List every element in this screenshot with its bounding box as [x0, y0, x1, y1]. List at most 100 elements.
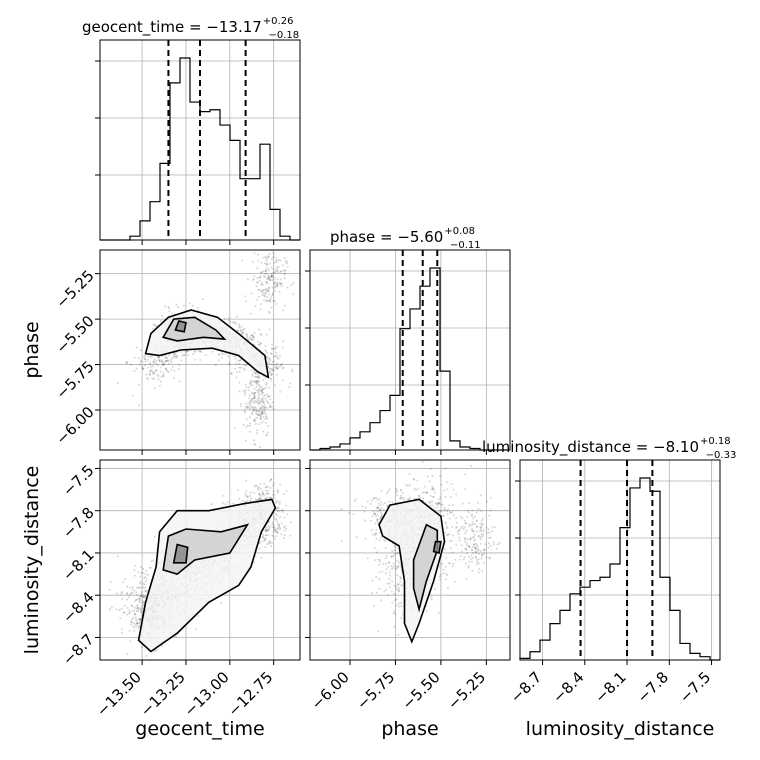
sample-point [108, 588, 111, 591]
sample-point [266, 255, 269, 258]
sample-point [261, 412, 264, 415]
sample-point [260, 389, 263, 392]
sample-point [444, 467, 447, 470]
sample-point [135, 609, 138, 612]
sample-point [222, 494, 225, 497]
sample-point [138, 624, 141, 627]
sample-point [273, 537, 276, 540]
sample-point [257, 411, 260, 414]
sample-point [233, 427, 236, 430]
sample-point [478, 568, 481, 571]
sample-point [268, 367, 271, 370]
sample-point [285, 490, 288, 493]
sample-point [133, 613, 136, 616]
sample-point [249, 312, 252, 315]
sample-point [151, 372, 154, 375]
sample-point [258, 446, 261, 449]
sample-point [292, 282, 295, 285]
sample-point [366, 557, 369, 560]
sample-point [452, 503, 455, 506]
sample-point [383, 590, 386, 593]
sample-point [269, 367, 272, 370]
sample-point [393, 549, 396, 552]
sample-point [373, 546, 376, 549]
sample-point [163, 363, 166, 366]
panel-border [99, 249, 301, 451]
sample-point [181, 354, 184, 357]
sample-point [393, 625, 396, 628]
sample-point [439, 496, 442, 499]
sample-point [256, 375, 259, 378]
sample-point [374, 532, 377, 535]
sample-point [138, 596, 141, 599]
sample-point [260, 390, 263, 393]
sample-point [259, 333, 262, 336]
sample-point [248, 382, 251, 385]
sample-point [139, 349, 142, 352]
sample-point [482, 562, 485, 565]
sample-point [268, 311, 271, 314]
sample-point [456, 521, 459, 524]
sample-point [274, 384, 277, 387]
sample-point [143, 583, 146, 586]
sample-point [406, 498, 409, 501]
sample-point [259, 271, 262, 274]
sample-point [145, 373, 148, 376]
sample-point [245, 405, 248, 408]
sample-point [271, 367, 274, 370]
sample-point [138, 622, 141, 625]
sample-point [257, 340, 260, 343]
sample-point [465, 529, 468, 532]
sample-point [236, 329, 239, 332]
sample-point [266, 529, 269, 532]
sample-point [281, 511, 284, 514]
sample-point [407, 497, 410, 500]
sample-point [275, 535, 278, 538]
sample-point [271, 534, 274, 537]
sample-point [283, 304, 286, 307]
sample-point [258, 386, 261, 389]
sample-point [423, 491, 426, 494]
sample-point [269, 262, 272, 265]
sample-point [144, 586, 147, 589]
sample-point [258, 413, 261, 416]
sample-point [390, 564, 393, 567]
sample-point [266, 281, 269, 284]
sample-point [397, 633, 400, 636]
sample-point [470, 548, 473, 551]
sample-point [398, 587, 401, 590]
sample-point [486, 500, 489, 503]
sample-point [261, 289, 264, 292]
sample-point [400, 616, 403, 619]
sample-point [141, 365, 144, 368]
sample-point [268, 293, 271, 296]
sample-point [400, 496, 403, 499]
sample-point [161, 315, 164, 318]
sample-point [272, 271, 275, 274]
sample-point [267, 299, 270, 302]
sample-point [267, 269, 270, 272]
sample-point [153, 536, 156, 539]
sample-point [141, 367, 144, 370]
sample-point [273, 528, 276, 531]
sample-point [142, 594, 145, 597]
sample-point [271, 294, 274, 297]
sample-point [447, 508, 450, 511]
sample-point [273, 261, 276, 264]
sample-point [301, 544, 303, 546]
sample-point [283, 256, 286, 259]
sample-point [137, 356, 140, 359]
sample-point [257, 498, 260, 501]
sample-point [267, 287, 270, 290]
sample-point [398, 583, 401, 586]
sample-point [258, 390, 261, 393]
sample-point [144, 595, 147, 598]
sample-point [457, 529, 460, 532]
sample-point [279, 278, 282, 281]
sample-point [141, 368, 144, 371]
sample-point [133, 574, 136, 577]
sample-point [259, 400, 262, 403]
sample-point [256, 413, 259, 416]
sample-point [235, 376, 238, 379]
sample-point [431, 475, 434, 478]
